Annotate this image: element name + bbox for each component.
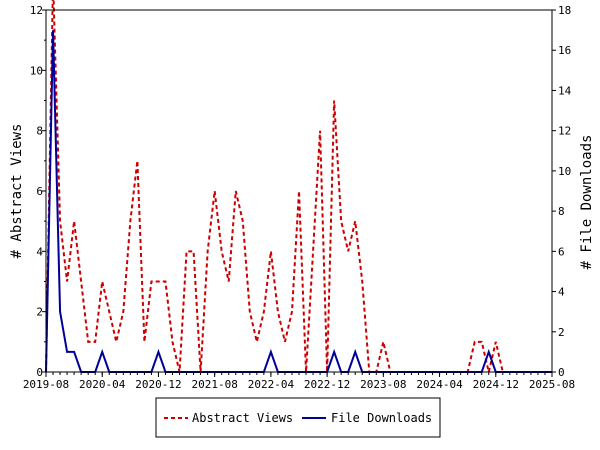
right-tick-label: 18 <box>558 4 571 17</box>
left-tick-label: 4 <box>36 245 43 258</box>
right-tick-label: 6 <box>558 245 565 258</box>
left-tick-label: 8 <box>36 125 43 138</box>
series-layer <box>45 0 552 373</box>
abstract-views-line <box>45 0 552 373</box>
left-tick-label: 6 <box>36 185 43 198</box>
x-tick-label: 2021-08 <box>191 378 237 391</box>
x-tick-label: 2019-08 <box>23 378 69 391</box>
x-tick-label: 2024-04 <box>416 378 463 391</box>
x-tick-label: 2020-04 <box>79 378 126 391</box>
right-tick-label: 12 <box>558 125 571 138</box>
left-axis-title: # Abstract Views <box>9 124 25 259</box>
right-tick-label: 2 <box>558 326 565 339</box>
right-tick-label: 0 <box>558 366 565 379</box>
right-tick-label: 4 <box>558 286 565 299</box>
x-tick-label: 2022-04 <box>248 378 295 391</box>
x-tick-label: 2022-12 <box>304 378 350 391</box>
plot-area <box>45 0 553 373</box>
right-tick-label: 10 <box>558 165 571 178</box>
x-tick-label: 2020-12 <box>135 378 181 391</box>
left-tick-label: 10 <box>30 64 43 77</box>
left-tick-label: 2 <box>36 306 43 319</box>
legend: Abstract Views File Downloads <box>155 397 441 438</box>
legend-views-label: Abstract Views <box>192 411 293 425</box>
right-axis-title: # File Downloads <box>579 135 595 270</box>
x-tick-label: 2025-08 <box>529 378 575 391</box>
x-axis: 2019-08 2020-04 2020-12 2021-08 2022-04 2022-… <box>23 372 575 391</box>
left-axis: 0 2 4 6 8 10 12 <box>30 4 46 379</box>
x-tick-label: 2024-12 <box>473 378 519 391</box>
legend-downloads-label: File Downloads <box>331 411 432 425</box>
left-tick-label: 0 <box>36 366 43 379</box>
legend-box <box>155 397 441 438</box>
left-tick-label: 12 <box>30 4 43 17</box>
right-axis: 0 2 4 6 8 10 12 14 16 18 <box>552 4 572 379</box>
right-tick-label: 16 <box>558 44 571 57</box>
right-tick-label: 14 <box>558 84 572 97</box>
right-tick-label: 8 <box>558 205 565 218</box>
x-tick-label: 2023-08 <box>360 378 406 391</box>
